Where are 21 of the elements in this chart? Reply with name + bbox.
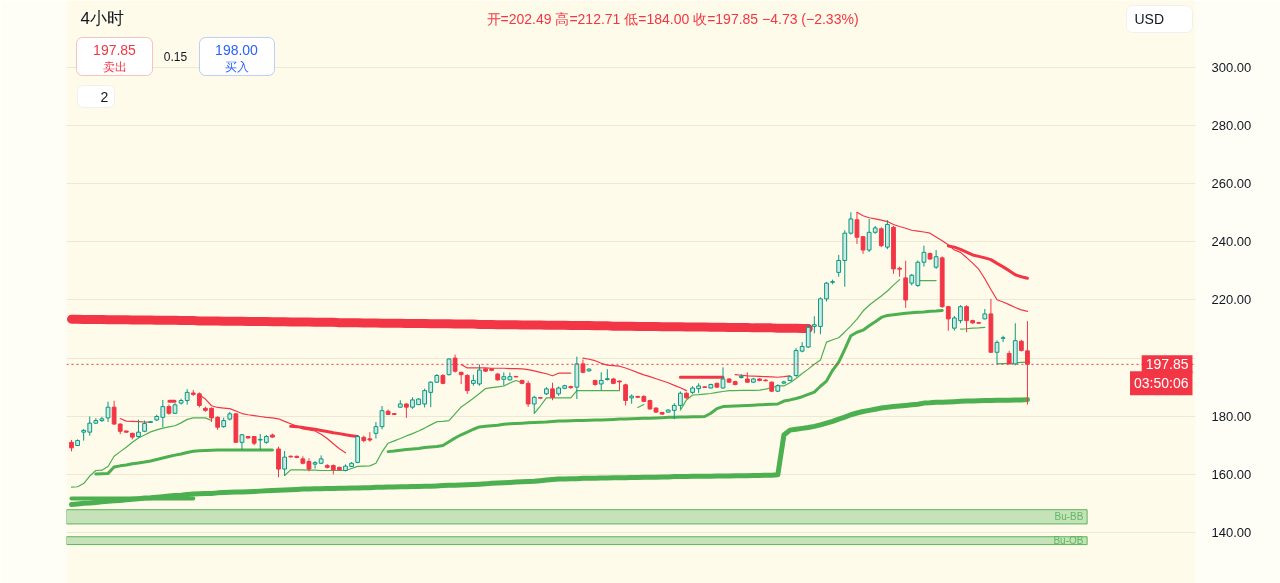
text: 4小时 xyxy=(80,9,124,28)
text: USD xyxy=(1134,10,1165,27)
text: 开=202.49 高=212.71 低=184.00 收=197.85 −4.73 (−2.33%) xyxy=(486,10,859,27)
y-tick-label: 180.00 xyxy=(1211,408,1252,424)
annotation: 买入 xyxy=(224,59,249,74)
y-tick-label: 240.00 xyxy=(1211,234,1252,250)
annotation: 198.00 xyxy=(215,41,259,58)
annotation: 197.85 xyxy=(93,41,137,58)
y-tick-label: 300.00 xyxy=(1211,60,1252,76)
annotation: 0.15 xyxy=(163,50,188,64)
y-tick-label: 220.00 xyxy=(1211,292,1252,308)
annotation: 03:50:06 xyxy=(1134,375,1189,392)
ref-line-label: 197.85 xyxy=(1145,356,1189,373)
band-label: Bu-BB xyxy=(1054,511,1084,523)
y-tick-label: 160.00 xyxy=(1211,466,1252,482)
y-tick-label: 140.00 xyxy=(1211,524,1252,540)
y-tick-label: 260.00 xyxy=(1211,176,1252,192)
y-tick-label: 280.00 xyxy=(1211,118,1252,134)
annotation: 卖出 xyxy=(102,59,127,74)
band-label: Bu-OB xyxy=(1053,535,1084,547)
annotation: 2 xyxy=(100,88,109,105)
